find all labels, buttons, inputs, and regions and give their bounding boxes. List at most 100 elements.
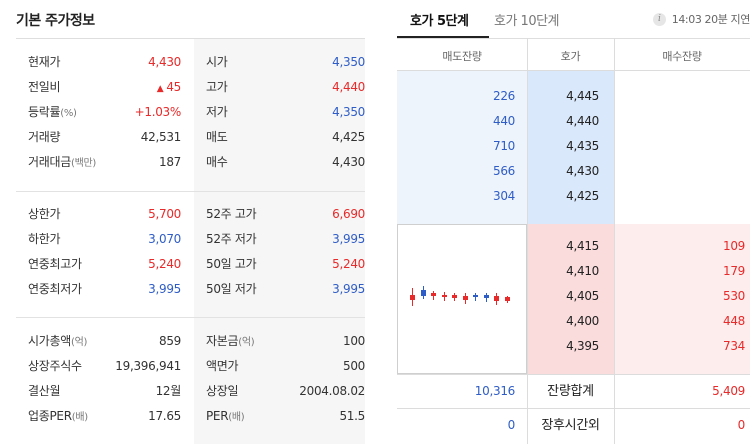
row-label-right: 매도 xyxy=(206,130,228,144)
shaded-column xyxy=(194,39,365,191)
info-row: 현재가 4,430 시가 4,350 xyxy=(16,50,365,75)
mini-candle-chart xyxy=(397,224,527,374)
divider xyxy=(397,38,750,39)
header-price: 호가 xyxy=(560,50,581,63)
info-row: 거래량 42,531 매도 4,425 xyxy=(16,125,365,150)
ask-price[interactable]: 4,425 xyxy=(566,189,599,203)
candle-wick xyxy=(475,293,476,302)
info-row: 거래대금(백만) 187 매수 4,430 xyxy=(16,150,365,175)
ask-qty: 304 xyxy=(492,189,515,203)
header-bid-qty: 매수잔량 xyxy=(662,50,702,63)
row-label-left: 상한가 xyxy=(28,207,61,221)
info-row: 등락률(%) +1.03% 저가 4,350 xyxy=(16,100,365,125)
orderbook-panel: 호가 5단계 호가 10단계 i 14:03 20분 지연 매도잔량 호가 매수… xyxy=(397,0,750,444)
row-value-left: ▲ 45 xyxy=(156,80,182,94)
divider xyxy=(397,408,750,409)
divider xyxy=(527,38,528,444)
row-value-right: 51.5 xyxy=(339,409,365,423)
row-value-right: 2004.08.02 xyxy=(299,384,365,398)
ask-price[interactable]: 4,430 xyxy=(566,164,599,178)
total-bid-qty: 5,409 xyxy=(712,384,745,398)
row-value-left: 12월 xyxy=(155,384,182,398)
row-value-right: 500 xyxy=(342,359,365,373)
ask-qty: 566 xyxy=(492,164,515,178)
row-value-left: 3,070 xyxy=(148,232,181,246)
row-label-right: 매수 xyxy=(206,155,228,169)
info-row: 상장주식수 19,396,941 액면가 500 xyxy=(16,354,365,379)
row-label-left: 상장주식수 xyxy=(28,359,82,373)
ask-price[interactable]: 4,440 xyxy=(566,114,599,128)
candle-body xyxy=(420,289,426,296)
row-label-right: 자본금(억) xyxy=(206,334,255,348)
row-label-right: PER(배) xyxy=(206,409,245,423)
ask-price[interactable]: 4,445 xyxy=(566,89,599,103)
row-value-right: 3,995 xyxy=(332,282,365,296)
after-hours-bid-qty: 0 xyxy=(737,418,746,432)
bid-qty: 530 xyxy=(722,289,745,303)
row-value-right: 6,690 xyxy=(332,207,365,221)
bid-qty: 109 xyxy=(722,239,745,253)
price-info-group: 현재가 4,430 시가 4,350 전일비 ▲ 45 고가 4,440 등락률(%) +1.03%… xyxy=(16,39,365,191)
row-value-right: 4,350 xyxy=(332,105,365,119)
ask-qty-zone xyxy=(397,71,527,224)
row-label-right: 고가 xyxy=(206,80,228,94)
candle-body xyxy=(410,294,415,300)
row-value-left: 4,430 xyxy=(148,55,181,69)
row-value-left: +1.03% xyxy=(134,105,182,119)
row-label-left: 등락률(%) xyxy=(28,105,77,119)
row-value-left: 859 xyxy=(158,334,181,348)
bid-price[interactable]: 4,395 xyxy=(566,339,599,353)
ask-price[interactable]: 4,435 xyxy=(566,139,599,153)
row-value-right: 5,240 xyxy=(332,257,365,271)
info-row: 상한가 5,700 52주 고가 6,690 xyxy=(16,202,365,227)
info-row: 시가총액(억) 859 자본금(억) 100 xyxy=(16,329,365,354)
row-value-right: 100 xyxy=(342,334,365,348)
ask-price-zone xyxy=(527,71,614,224)
divider xyxy=(614,38,615,444)
row-label-right: 상장일 xyxy=(206,384,239,398)
delay-text: 14:03 20분 지연 xyxy=(671,13,750,26)
row-value-left: 17.65 xyxy=(148,409,181,423)
bid-qty-zone xyxy=(614,224,750,374)
bid-price[interactable]: 4,400 xyxy=(566,314,599,328)
header-ask-qty: 매도잔량 xyxy=(442,50,482,63)
row-label-right: 저가 xyxy=(206,105,228,119)
row-value-right: 4,425 xyxy=(332,130,365,144)
row-value-right: 3,995 xyxy=(332,232,365,246)
company-info-group: 시가총액(억) 859 자본금(억) 100 상장주식수 19,396,941 액면가 500… xyxy=(16,318,365,444)
row-label-right: 시가 xyxy=(206,55,228,69)
row-label-right: 50일 고가 xyxy=(206,257,257,271)
after-hours-ask-qty: 0 xyxy=(507,418,516,432)
row-label-left: 현재가 xyxy=(28,55,61,69)
bid-price-zone xyxy=(527,224,614,374)
bid-price[interactable]: 4,410 xyxy=(566,264,599,278)
candle-body xyxy=(494,296,499,302)
bid-price[interactable]: 4,405 xyxy=(566,289,599,303)
candle-body xyxy=(462,296,468,300)
row-value-left: 3,995 xyxy=(148,282,181,296)
divider xyxy=(397,70,750,71)
row-label-left: 시가총액(억) xyxy=(28,334,88,348)
bid-qty: 448 xyxy=(722,314,745,328)
tab-orderbook-5[interactable]: 호가 5단계 xyxy=(410,14,469,29)
bid-price[interactable]: 4,415 xyxy=(566,239,599,253)
candle-body xyxy=(452,295,457,299)
delay-info: i 14:03 20분 지연 xyxy=(652,11,750,27)
tab-orderbook-10[interactable]: 호가 10단계 xyxy=(494,14,560,29)
row-label-left: 거래대금(백만) xyxy=(28,155,96,169)
row-value-right: 4,430 xyxy=(332,155,365,169)
ask-qty: 226 xyxy=(492,89,515,103)
row-label-left: 업종PER(배) xyxy=(28,409,88,423)
row-label-left: 연중최고가 xyxy=(28,257,82,271)
shaded-column xyxy=(194,318,365,444)
divider xyxy=(16,38,365,39)
info-icon[interactable]: i xyxy=(652,12,666,26)
row-value-right: 4,350 xyxy=(332,55,365,69)
after-hours-label: 장후시간외 xyxy=(541,418,600,433)
row-value-right: 4,440 xyxy=(332,80,365,94)
row-label-right: 52주 저가 xyxy=(206,232,257,246)
row-value-left: 5,700 xyxy=(148,207,181,221)
divider xyxy=(16,191,365,192)
row-value-left: 42,531 xyxy=(140,130,182,144)
info-row: 업종PER(배) 17.65 PER(배) 51.5 xyxy=(16,404,365,429)
